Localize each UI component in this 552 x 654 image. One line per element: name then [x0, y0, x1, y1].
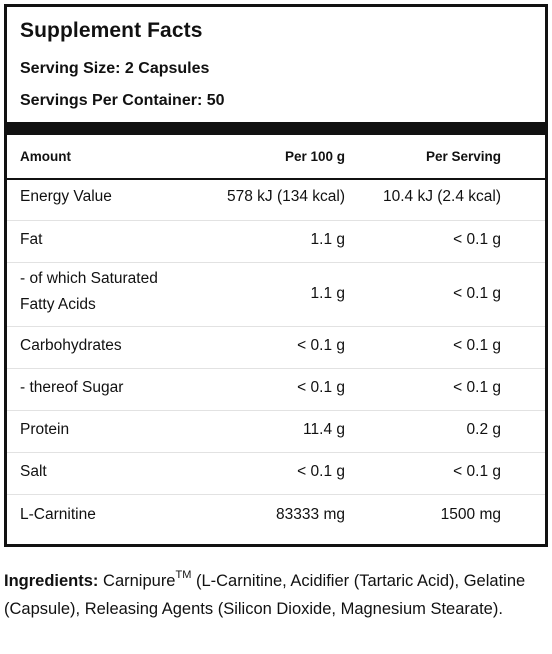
value-per-serving: < 0.1 g: [453, 231, 501, 248]
value-per-serving: < 0.1 g: [453, 379, 501, 396]
table-row: L-Carnitine 83333 mg 1500 mg: [7, 495, 545, 537]
nutrient-name: - of which Saturated: [20, 270, 158, 287]
nutrient-name: Protein: [20, 421, 70, 438]
nutrient-name: L-Carnitine: [20, 506, 96, 523]
table-row: - of which Saturated Fatty Acids 1.1 g <…: [7, 263, 545, 327]
ingredients-statement: Ingredients: CarnipureTM (L-Carnitine, A…: [4, 568, 549, 622]
value-per-100g: 1.1 g: [310, 285, 345, 302]
nutrient-name: Carbohydrates: [20, 337, 122, 354]
panel-title: Supplement Facts: [20, 19, 203, 42]
nutrient-name: - thereof Sugar: [20, 379, 124, 396]
table-header-row: Amount Per 100 g Per Serving: [7, 135, 545, 180]
value-per-serving: < 0.1 g: [453, 337, 501, 354]
value-per-serving: < 0.1 g: [453, 463, 501, 480]
value-per-serving: 0.2 g: [466, 421, 501, 438]
serving-size: Serving Size: 2 Capsules: [20, 60, 210, 77]
nutrient-name: Fat: [20, 231, 43, 248]
header-amount: Amount: [20, 149, 71, 164]
nutrient-name-line2: Fatty Acids: [20, 296, 96, 313]
table-row: Protein 11.4 g 0.2 g: [7, 411, 545, 453]
value-per-100g: < 0.1 g: [297, 463, 345, 480]
table-row: - thereof Sugar < 0.1 g < 0.1 g: [7, 369, 545, 411]
value-per-100g: 1.1 g: [310, 231, 345, 248]
value-per-100g: < 0.1 g: [297, 379, 345, 396]
ingredients-label: Ingredients:: [4, 572, 99, 590]
header-per-serving: Per Serving: [425, 149, 501, 164]
value-per-100g: 11.4 g: [303, 421, 345, 438]
table-row: Energy Value 578 kJ (134 kcal) 10.4 kJ (…: [7, 180, 545, 221]
servings-per-container: Servings Per Container: 50: [20, 92, 225, 109]
value-per-serving: 1500 mg: [440, 506, 501, 523]
value-per-serving: < 0.1 g: [453, 285, 501, 302]
table-row: Salt < 0.1 g < 0.1 g: [7, 453, 545, 495]
value-per-serving: 10.4 kJ (2.4 kcal): [382, 188, 501, 205]
header-per-100g: Per 100 g: [284, 149, 345, 164]
table-row: Carbohydrates < 0.1 g < 0.1 g: [7, 327, 545, 369]
trademark-mark: TM: [175, 569, 192, 581]
value-per-100g: 83333 mg: [276, 506, 345, 523]
nutrient-name: Energy Value: [20, 188, 112, 205]
table-row: Fat 1.1 g < 0.1 g: [7, 221, 545, 263]
ingredient-brand: Carnipure: [103, 572, 176, 590]
supplement-facts-panel: Supplement Facts Serving Size: 2 Capsule…: [4, 4, 548, 547]
value-per-100g: 578 kJ (134 kcal): [226, 188, 345, 205]
nutrient-name: Salt: [20, 463, 47, 480]
thick-divider: [7, 122, 545, 135]
value-per-100g: < 0.1 g: [297, 337, 345, 354]
ingredients-text: (L-Carnitine, Acidifier (Tartaric Acid),…: [4, 572, 526, 618]
